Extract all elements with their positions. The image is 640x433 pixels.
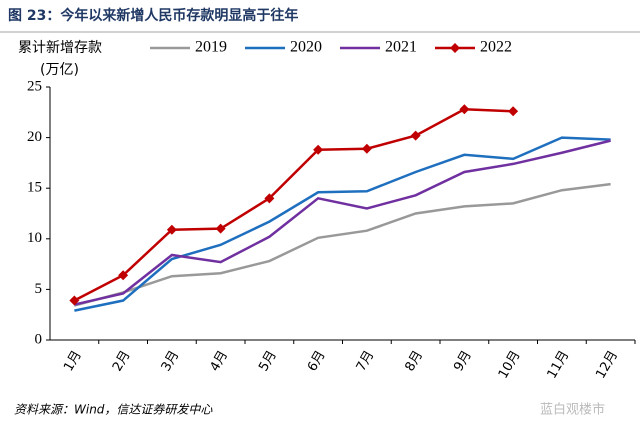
series-line	[74, 139, 611, 306]
x-tick-label: 8月	[402, 348, 426, 374]
point-marker	[166, 224, 177, 235]
y-tick-label: 25	[27, 78, 42, 94]
x-tick-label: 2月	[110, 348, 134, 374]
point-marker	[459, 104, 470, 115]
legend-item: 2020	[245, 39, 322, 56]
y-tick-label: 10	[27, 230, 42, 246]
point-marker	[118, 270, 129, 281]
y-tick-label: 5	[35, 281, 43, 297]
series-line	[73, 108, 514, 302]
legend-item: 2021	[340, 39, 417, 56]
point-marker	[264, 193, 275, 204]
y-tick-label: 20	[27, 129, 42, 145]
point-marker	[215, 223, 226, 234]
point-marker	[69, 295, 80, 306]
chart-title: 图 23：今年以来新增人民币存款明显高于往年	[8, 7, 298, 24]
point-marker	[508, 106, 519, 117]
legend-label: 2022	[480, 39, 512, 56]
x-tick-label: 6月	[305, 348, 329, 374]
y-tick-label: 0	[35, 331, 43, 347]
x-tick-label: 11月	[545, 348, 573, 381]
y-axis-unit: (万亿)	[40, 62, 79, 78]
x-tick-label: 1月	[61, 348, 85, 374]
watermark: 蓝白观楼市	[540, 402, 605, 418]
series-line	[74, 182, 611, 307]
legend-marker	[450, 43, 460, 53]
point-marker	[361, 143, 372, 154]
legend-label: 2021	[385, 39, 417, 56]
legend-item: 2019	[150, 39, 227, 56]
x-tick-label: 7月	[354, 348, 378, 374]
x-tick-label: 12月	[593, 348, 621, 381]
x-tick-label: 9月	[451, 348, 475, 374]
y-axis-title: 累计新增存款	[18, 40, 102, 56]
legend-item: 2022	[435, 39, 512, 56]
legend-label: 2020	[290, 39, 322, 56]
point-marker	[410, 130, 421, 141]
x-tick-label: 10月	[496, 348, 524, 381]
source-note: 资料来源：Wind，信达证券研发中心	[14, 403, 213, 417]
x-tick-label: 5月	[256, 348, 280, 374]
y-tick-label: 15	[27, 180, 42, 196]
legend-label: 2019	[195, 39, 227, 56]
x-tick-label: 3月	[159, 348, 183, 374]
point-marker	[313, 144, 324, 155]
series-line	[74, 136, 611, 312]
x-tick-label: 4月	[207, 348, 231, 374]
